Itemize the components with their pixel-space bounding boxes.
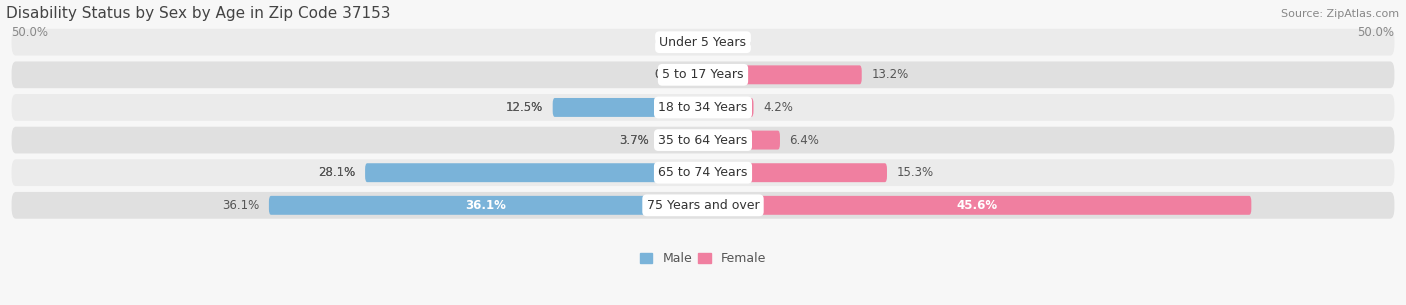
FancyBboxPatch shape — [11, 159, 1395, 186]
Text: 12.5%: 12.5% — [506, 101, 543, 114]
Text: 28.1%: 28.1% — [318, 166, 356, 179]
FancyBboxPatch shape — [11, 192, 1395, 219]
Text: 50.0%: 50.0% — [11, 26, 49, 39]
FancyBboxPatch shape — [703, 163, 887, 182]
Legend: Male, Female: Male, Female — [636, 247, 770, 270]
Text: 0.0%: 0.0% — [654, 36, 683, 49]
Text: 4.2%: 4.2% — [763, 101, 793, 114]
Text: 18 to 34 Years: 18 to 34 Years — [658, 101, 748, 114]
Text: 13.2%: 13.2% — [872, 68, 908, 81]
FancyBboxPatch shape — [703, 33, 713, 52]
Text: 0.0%: 0.0% — [654, 68, 683, 81]
Text: 28.1%: 28.1% — [318, 166, 356, 179]
FancyBboxPatch shape — [11, 29, 1395, 56]
Text: 75 Years and over: 75 Years and over — [647, 199, 759, 212]
Text: 0.0%: 0.0% — [654, 68, 683, 81]
Text: 0.0%: 0.0% — [723, 36, 752, 49]
FancyBboxPatch shape — [703, 131, 780, 149]
Text: 5 to 17 Years: 5 to 17 Years — [662, 68, 744, 81]
FancyBboxPatch shape — [703, 196, 1251, 215]
FancyBboxPatch shape — [703, 65, 862, 84]
Text: 45.6%: 45.6% — [956, 199, 998, 212]
Text: 35 to 64 Years: 35 to 64 Years — [658, 134, 748, 147]
Text: Disability Status by Sex by Age in Zip Code 37153: Disability Status by Sex by Age in Zip C… — [6, 5, 389, 20]
FancyBboxPatch shape — [11, 61, 1395, 88]
Text: 36.1%: 36.1% — [222, 199, 259, 212]
FancyBboxPatch shape — [366, 163, 703, 182]
Text: 12.5%: 12.5% — [506, 101, 543, 114]
FancyBboxPatch shape — [703, 98, 754, 117]
Text: 36.1%: 36.1% — [465, 199, 506, 212]
Text: 3.7%: 3.7% — [619, 134, 650, 147]
Text: 15.3%: 15.3% — [897, 166, 934, 179]
FancyBboxPatch shape — [11, 127, 1395, 153]
FancyBboxPatch shape — [693, 65, 703, 84]
FancyBboxPatch shape — [553, 98, 703, 117]
Text: 65 to 74 Years: 65 to 74 Years — [658, 166, 748, 179]
Text: 3.7%: 3.7% — [619, 134, 650, 147]
Text: 0.0%: 0.0% — [654, 36, 683, 49]
Text: 50.0%: 50.0% — [1357, 26, 1395, 39]
Text: 6.4%: 6.4% — [790, 134, 820, 147]
Text: Under 5 Years: Under 5 Years — [659, 36, 747, 49]
FancyBboxPatch shape — [693, 33, 703, 52]
FancyBboxPatch shape — [658, 131, 703, 149]
FancyBboxPatch shape — [11, 94, 1395, 121]
FancyBboxPatch shape — [269, 196, 703, 215]
Text: Source: ZipAtlas.com: Source: ZipAtlas.com — [1281, 9, 1399, 19]
